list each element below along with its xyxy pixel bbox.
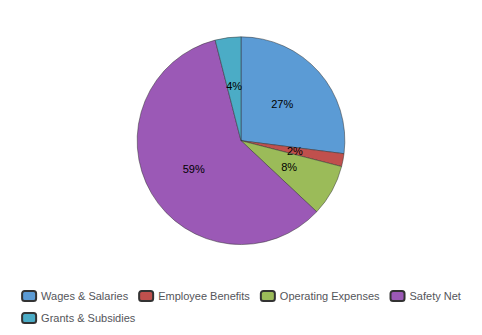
svg-text:Operating Expenses: Operating Expenses bbox=[280, 290, 380, 302]
svg-text:59%: 59% bbox=[183, 163, 205, 175]
svg-text:27%: 27% bbox=[271, 98, 293, 110]
svg-text:4%: 4% bbox=[226, 80, 242, 92]
svg-text:2%: 2% bbox=[287, 145, 303, 157]
svg-text:Safety Net: Safety Net bbox=[410, 290, 461, 302]
svg-text:Wages & Salaries: Wages & Salaries bbox=[41, 290, 129, 302]
svg-text:8%: 8% bbox=[281, 161, 297, 173]
svg-text:Grants & Subsidies: Grants & Subsidies bbox=[41, 312, 136, 324]
svg-text:Employee Benefits: Employee Benefits bbox=[158, 290, 250, 302]
